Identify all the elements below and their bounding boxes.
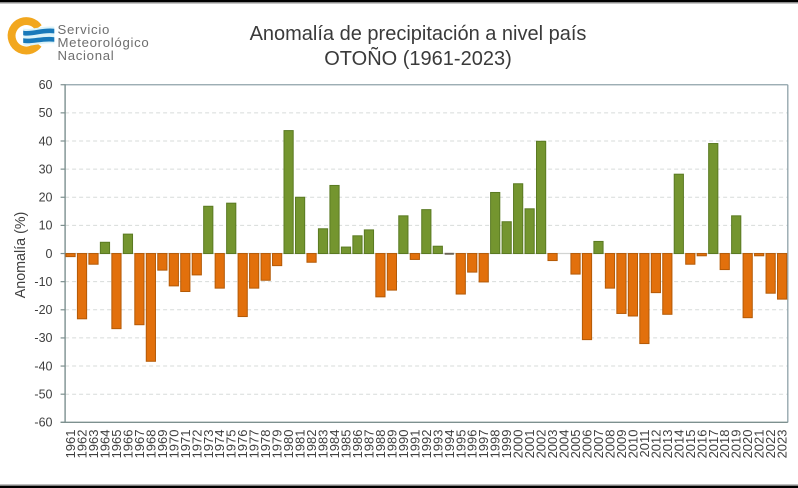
svg-text:1996: 1996 <box>465 430 480 459</box>
svg-text:1962: 1962 <box>75 430 90 459</box>
svg-text:1965: 1965 <box>109 430 124 459</box>
svg-text:2012: 2012 <box>648 430 663 459</box>
svg-text:-60: -60 <box>34 416 52 430</box>
svg-text:2010: 2010 <box>625 430 640 459</box>
svg-text:1966: 1966 <box>120 430 135 459</box>
svg-text:1961: 1961 <box>63 430 78 459</box>
svg-text:2018: 2018 <box>717 430 732 459</box>
svg-text:1984: 1984 <box>327 430 342 459</box>
svg-text:2020: 2020 <box>740 430 755 459</box>
svg-text:1979: 1979 <box>270 430 285 459</box>
svg-text:50: 50 <box>39 106 53 120</box>
svg-text:2004: 2004 <box>557 430 572 459</box>
svg-text:1987: 1987 <box>361 430 376 459</box>
svg-text:1967: 1967 <box>132 430 147 459</box>
svg-text:0: 0 <box>46 247 53 261</box>
svg-text:2022: 2022 <box>763 430 778 459</box>
svg-text:1992: 1992 <box>419 430 434 459</box>
svg-text:1985: 1985 <box>338 430 353 459</box>
svg-text:1993: 1993 <box>430 430 445 459</box>
svg-text:1999: 1999 <box>499 430 514 459</box>
svg-text:2021: 2021 <box>752 430 767 459</box>
svg-text:1963: 1963 <box>86 430 101 459</box>
svg-text:1982: 1982 <box>304 430 319 459</box>
svg-text:1983: 1983 <box>316 430 331 459</box>
svg-text:2006: 2006 <box>580 430 595 459</box>
svg-text:2017: 2017 <box>706 430 721 459</box>
svg-text:30: 30 <box>39 162 53 176</box>
svg-text:20: 20 <box>39 191 53 205</box>
svg-text:1990: 1990 <box>396 430 411 459</box>
svg-text:1972: 1972 <box>189 430 204 459</box>
svg-text:2011: 2011 <box>637 430 652 458</box>
svg-text:-30: -30 <box>34 331 52 345</box>
svg-text:2001: 2001 <box>522 430 537 459</box>
svg-text:1970: 1970 <box>166 430 181 459</box>
svg-text:1981: 1981 <box>293 430 308 459</box>
svg-text:1997: 1997 <box>476 429 491 458</box>
svg-text:2002: 2002 <box>534 430 549 459</box>
svg-text:1991: 1991 <box>407 430 422 459</box>
svg-text:2019: 2019 <box>729 430 744 459</box>
svg-text:2015: 2015 <box>683 430 698 459</box>
svg-text:1989: 1989 <box>384 430 399 459</box>
svg-text:2009: 2009 <box>614 430 629 459</box>
svg-text:2008: 2008 <box>602 430 617 459</box>
svg-text:1973: 1973 <box>201 430 216 459</box>
svg-text:2016: 2016 <box>694 430 709 459</box>
svg-text:1974: 1974 <box>212 430 227 459</box>
svg-text:2007: 2007 <box>591 430 606 459</box>
svg-text:1995: 1995 <box>453 430 468 459</box>
svg-text:2000: 2000 <box>511 430 526 459</box>
svg-text:-40: -40 <box>34 359 52 373</box>
svg-text:1978: 1978 <box>258 430 273 459</box>
svg-text:1975: 1975 <box>224 430 239 459</box>
svg-text:2023: 2023 <box>775 430 790 459</box>
svg-text:1964: 1964 <box>97 430 112 459</box>
svg-text:2003: 2003 <box>545 430 560 459</box>
svg-text:2005: 2005 <box>568 430 583 459</box>
svg-text:1988: 1988 <box>373 430 388 459</box>
svg-text:60: 60 <box>39 78 53 92</box>
svg-text:-20: -20 <box>34 303 52 317</box>
svg-text:1986: 1986 <box>350 430 365 459</box>
svg-text:1971: 1971 <box>178 430 193 459</box>
svg-text:40: 40 <box>39 134 53 148</box>
svg-text:-50: -50 <box>34 387 52 401</box>
svg-text:1998: 1998 <box>488 430 503 459</box>
svg-text:1976: 1976 <box>235 430 250 459</box>
svg-text:2013: 2013 <box>660 430 675 459</box>
svg-text:1980: 1980 <box>281 430 296 459</box>
svg-text:10: 10 <box>39 219 53 233</box>
svg-text:1969: 1969 <box>155 430 170 459</box>
svg-text:Anomalía (%): Anomalía (%) <box>13 212 29 299</box>
svg-text:1968: 1968 <box>143 430 158 459</box>
svg-text:2014: 2014 <box>671 430 686 459</box>
svg-text:1994: 1994 <box>442 430 457 459</box>
svg-text:1977: 1977 <box>247 430 262 459</box>
svg-text:-10: -10 <box>34 275 52 289</box>
